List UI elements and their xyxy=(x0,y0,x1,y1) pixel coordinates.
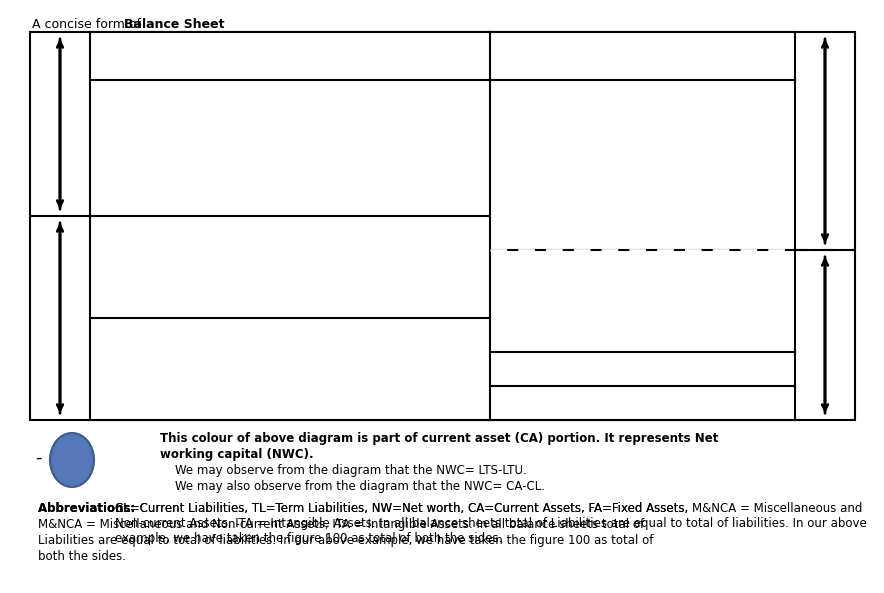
Bar xyxy=(490,386,795,420)
Bar xyxy=(90,318,490,420)
Text: Abbreviations:: Abbreviations: xyxy=(38,502,140,515)
Text: M & NCA(10): M & NCA(10) xyxy=(583,360,702,378)
Bar xyxy=(490,352,795,386)
Bar xyxy=(490,32,795,80)
Text: Sources (Liabilities): Sources (Liabilities) xyxy=(189,47,391,65)
Text: Liabilities are equal to total of liabilities. In our above example, we have tak: Liabilities are equal to total of liabil… xyxy=(38,534,653,547)
Text: Uses (Assets): Uses (Assets) xyxy=(574,47,712,65)
Bar xyxy=(90,32,490,80)
Text: CL=Current Liabilities, TL=Term Liabilities, NW=Net worth, CA=Current Assets, FA: CL=Current Liabilities, TL=Term Liabilit… xyxy=(115,502,689,515)
Text: M&NCA = Miscellaneous and Non-current Assets, ITA = Intangible Assets. In all ba: M&NCA = Miscellaneous and Non-current As… xyxy=(38,518,644,531)
Text: STS: STS xyxy=(53,105,71,143)
Text: We may observe from the diagram that the NWC= LTS-LTU.: We may observe from the diagram that the… xyxy=(160,464,527,477)
Bar xyxy=(90,216,490,318)
Text: LTU: LTU xyxy=(814,317,832,353)
Bar xyxy=(490,80,795,250)
Bar xyxy=(90,80,490,216)
Text: CL=Current Liabilities, TL=Term Liabilities, NW=Net worth, CA=Current Assets, FA: CL=Current Liabilities, TL=Term Liabilit… xyxy=(115,502,867,545)
Text: Abbreviations:: Abbreviations: xyxy=(38,502,140,515)
Text: We may also observe from the diagram that the NWC= CA-CL.: We may also observe from the diagram tha… xyxy=(160,480,545,493)
Text: CA (50): CA (50) xyxy=(605,139,680,157)
Text: This colour of above diagram is part of current asset (CA) portion. It represent: This colour of above diagram is part of … xyxy=(160,432,719,445)
Text: working capital (NWC).: working capital (NWC). xyxy=(160,448,314,461)
Text: NW (30): NW (30) xyxy=(242,359,338,379)
Bar xyxy=(30,32,855,420)
Text: A concise form of: A concise form of xyxy=(32,18,145,31)
Text: LTS: LTS xyxy=(53,301,71,335)
Text: both the sides.: both the sides. xyxy=(38,550,126,563)
Text: -: - xyxy=(34,449,42,467)
Bar xyxy=(490,250,795,352)
Bar xyxy=(490,216,795,250)
Text: ITA(10): ITA(10) xyxy=(606,394,679,412)
Text: STU: STU xyxy=(814,121,832,161)
Text: CL (40): CL (40) xyxy=(254,139,326,157)
Ellipse shape xyxy=(50,433,94,487)
Text: FA (30): FA (30) xyxy=(606,292,678,310)
Text: TL (30): TL (30) xyxy=(255,258,325,276)
Text: Balance Sheet: Balance Sheet xyxy=(124,18,225,31)
